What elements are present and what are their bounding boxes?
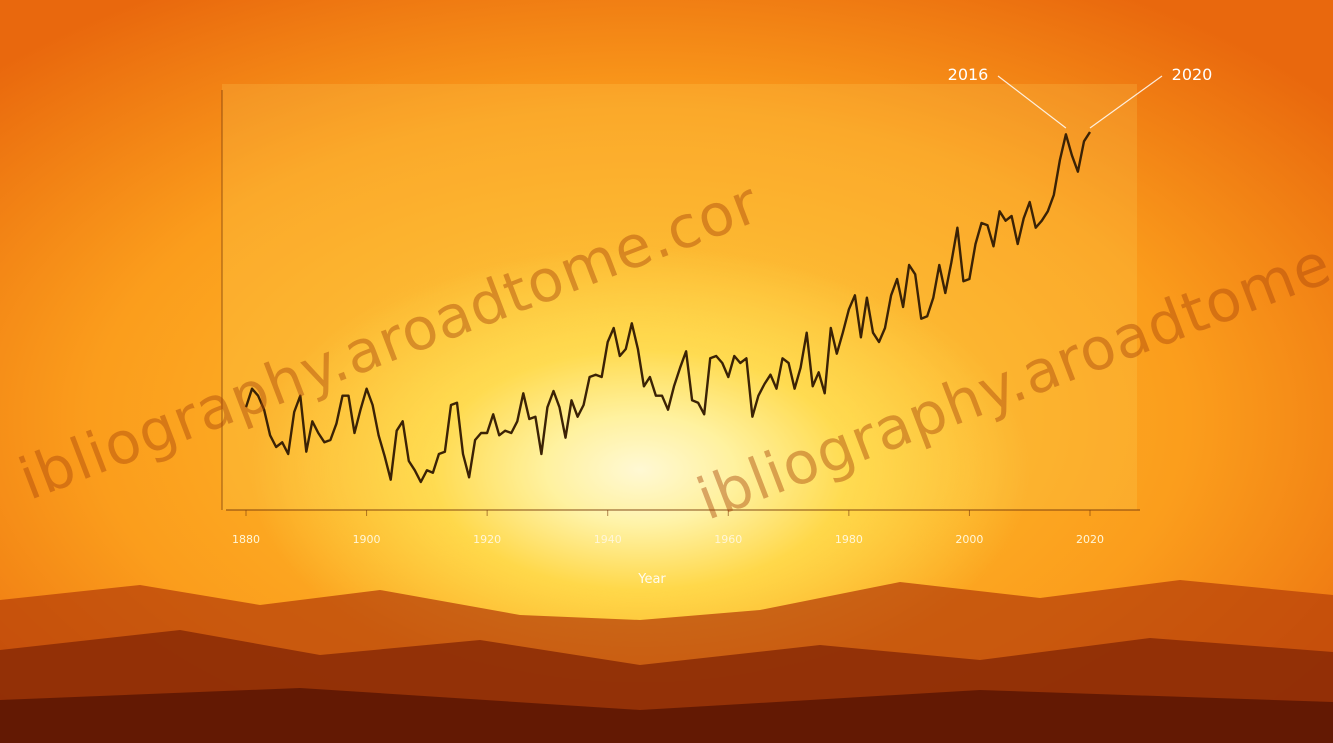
x-tick-label: 1980 <box>835 533 863 546</box>
chart-panel <box>222 84 1137 510</box>
x-tick-labels: 1880 1900 1920 1940 1960 1980 2000 2020 <box>232 510 1104 546</box>
annotation-label: 2016 <box>948 65 989 84</box>
x-axis-label: Year <box>637 572 666 587</box>
chart-axes <box>221 90 1140 511</box>
x-tick-label: 2000 <box>955 533 983 546</box>
x-tick-label: 2020 <box>1076 533 1104 546</box>
x-tick-label: 1940 <box>594 533 622 546</box>
x-tick-label: 1900 <box>353 533 381 546</box>
x-tick-label: 1960 <box>714 533 742 546</box>
series-line <box>244 131 1092 484</box>
annotation-leader-line <box>1089 75 1163 129</box>
mountain-silhouette <box>0 580 1333 743</box>
annotation-leader-line <box>997 75 1067 129</box>
annotation-label: 2020 <box>1172 65 1213 84</box>
annotations: 2016 2020 <box>948 65 1213 129</box>
x-tick-label: 1880 <box>232 533 260 546</box>
x-tick-label: 1920 <box>473 533 501 546</box>
